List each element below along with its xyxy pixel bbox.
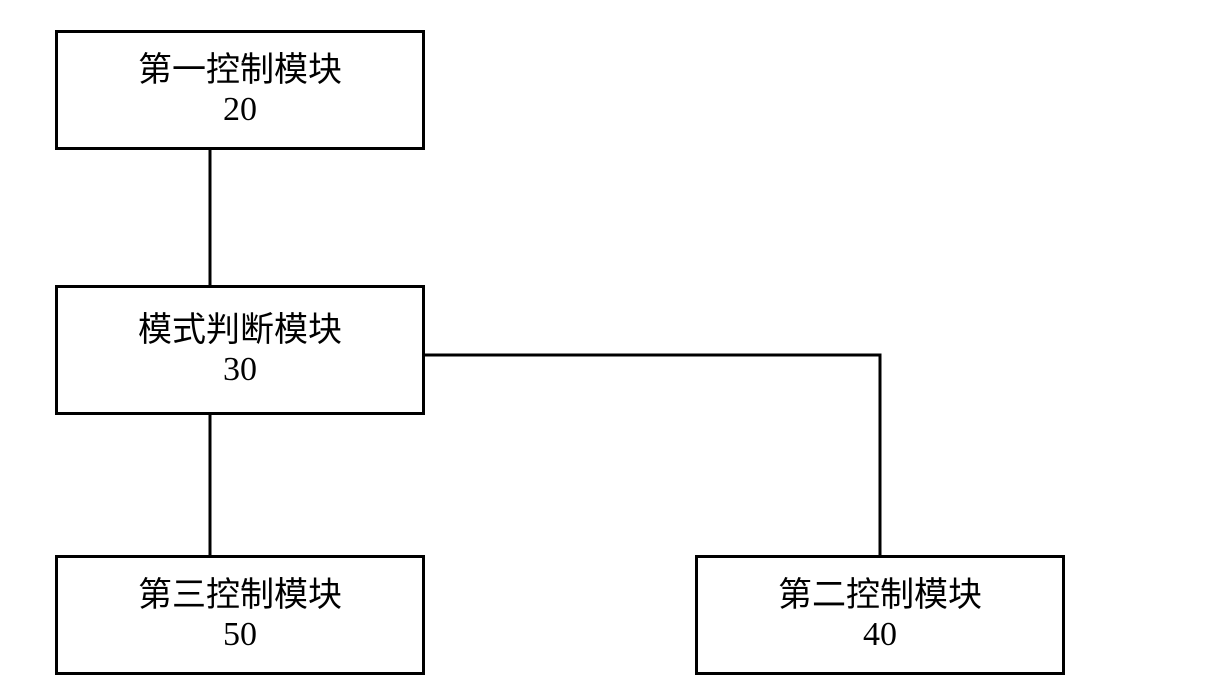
node-title: 第三控制模块 — [138, 576, 342, 615]
node-n40: 第二控制模块40 — [695, 555, 1065, 675]
node-n30: 模式判断模块30 — [55, 285, 425, 415]
node-number: 20 — [223, 90, 257, 129]
node-title: 第一控制模块 — [138, 51, 342, 90]
node-n20: 第一控制模块20 — [55, 30, 425, 150]
edge-n30-n40 — [425, 355, 880, 555]
node-number: 30 — [223, 350, 257, 389]
node-title: 第二控制模块 — [778, 576, 982, 615]
diagram-canvas: 第一控制模块20 模式判断模块30 第三控制模块50 第二控制模块40 — [0, 0, 1206, 700]
node-n50: 第三控制模块50 — [55, 555, 425, 675]
node-number: 50 — [223, 615, 257, 654]
node-title: 模式判断模块 — [138, 311, 342, 350]
node-number: 40 — [863, 615, 897, 654]
